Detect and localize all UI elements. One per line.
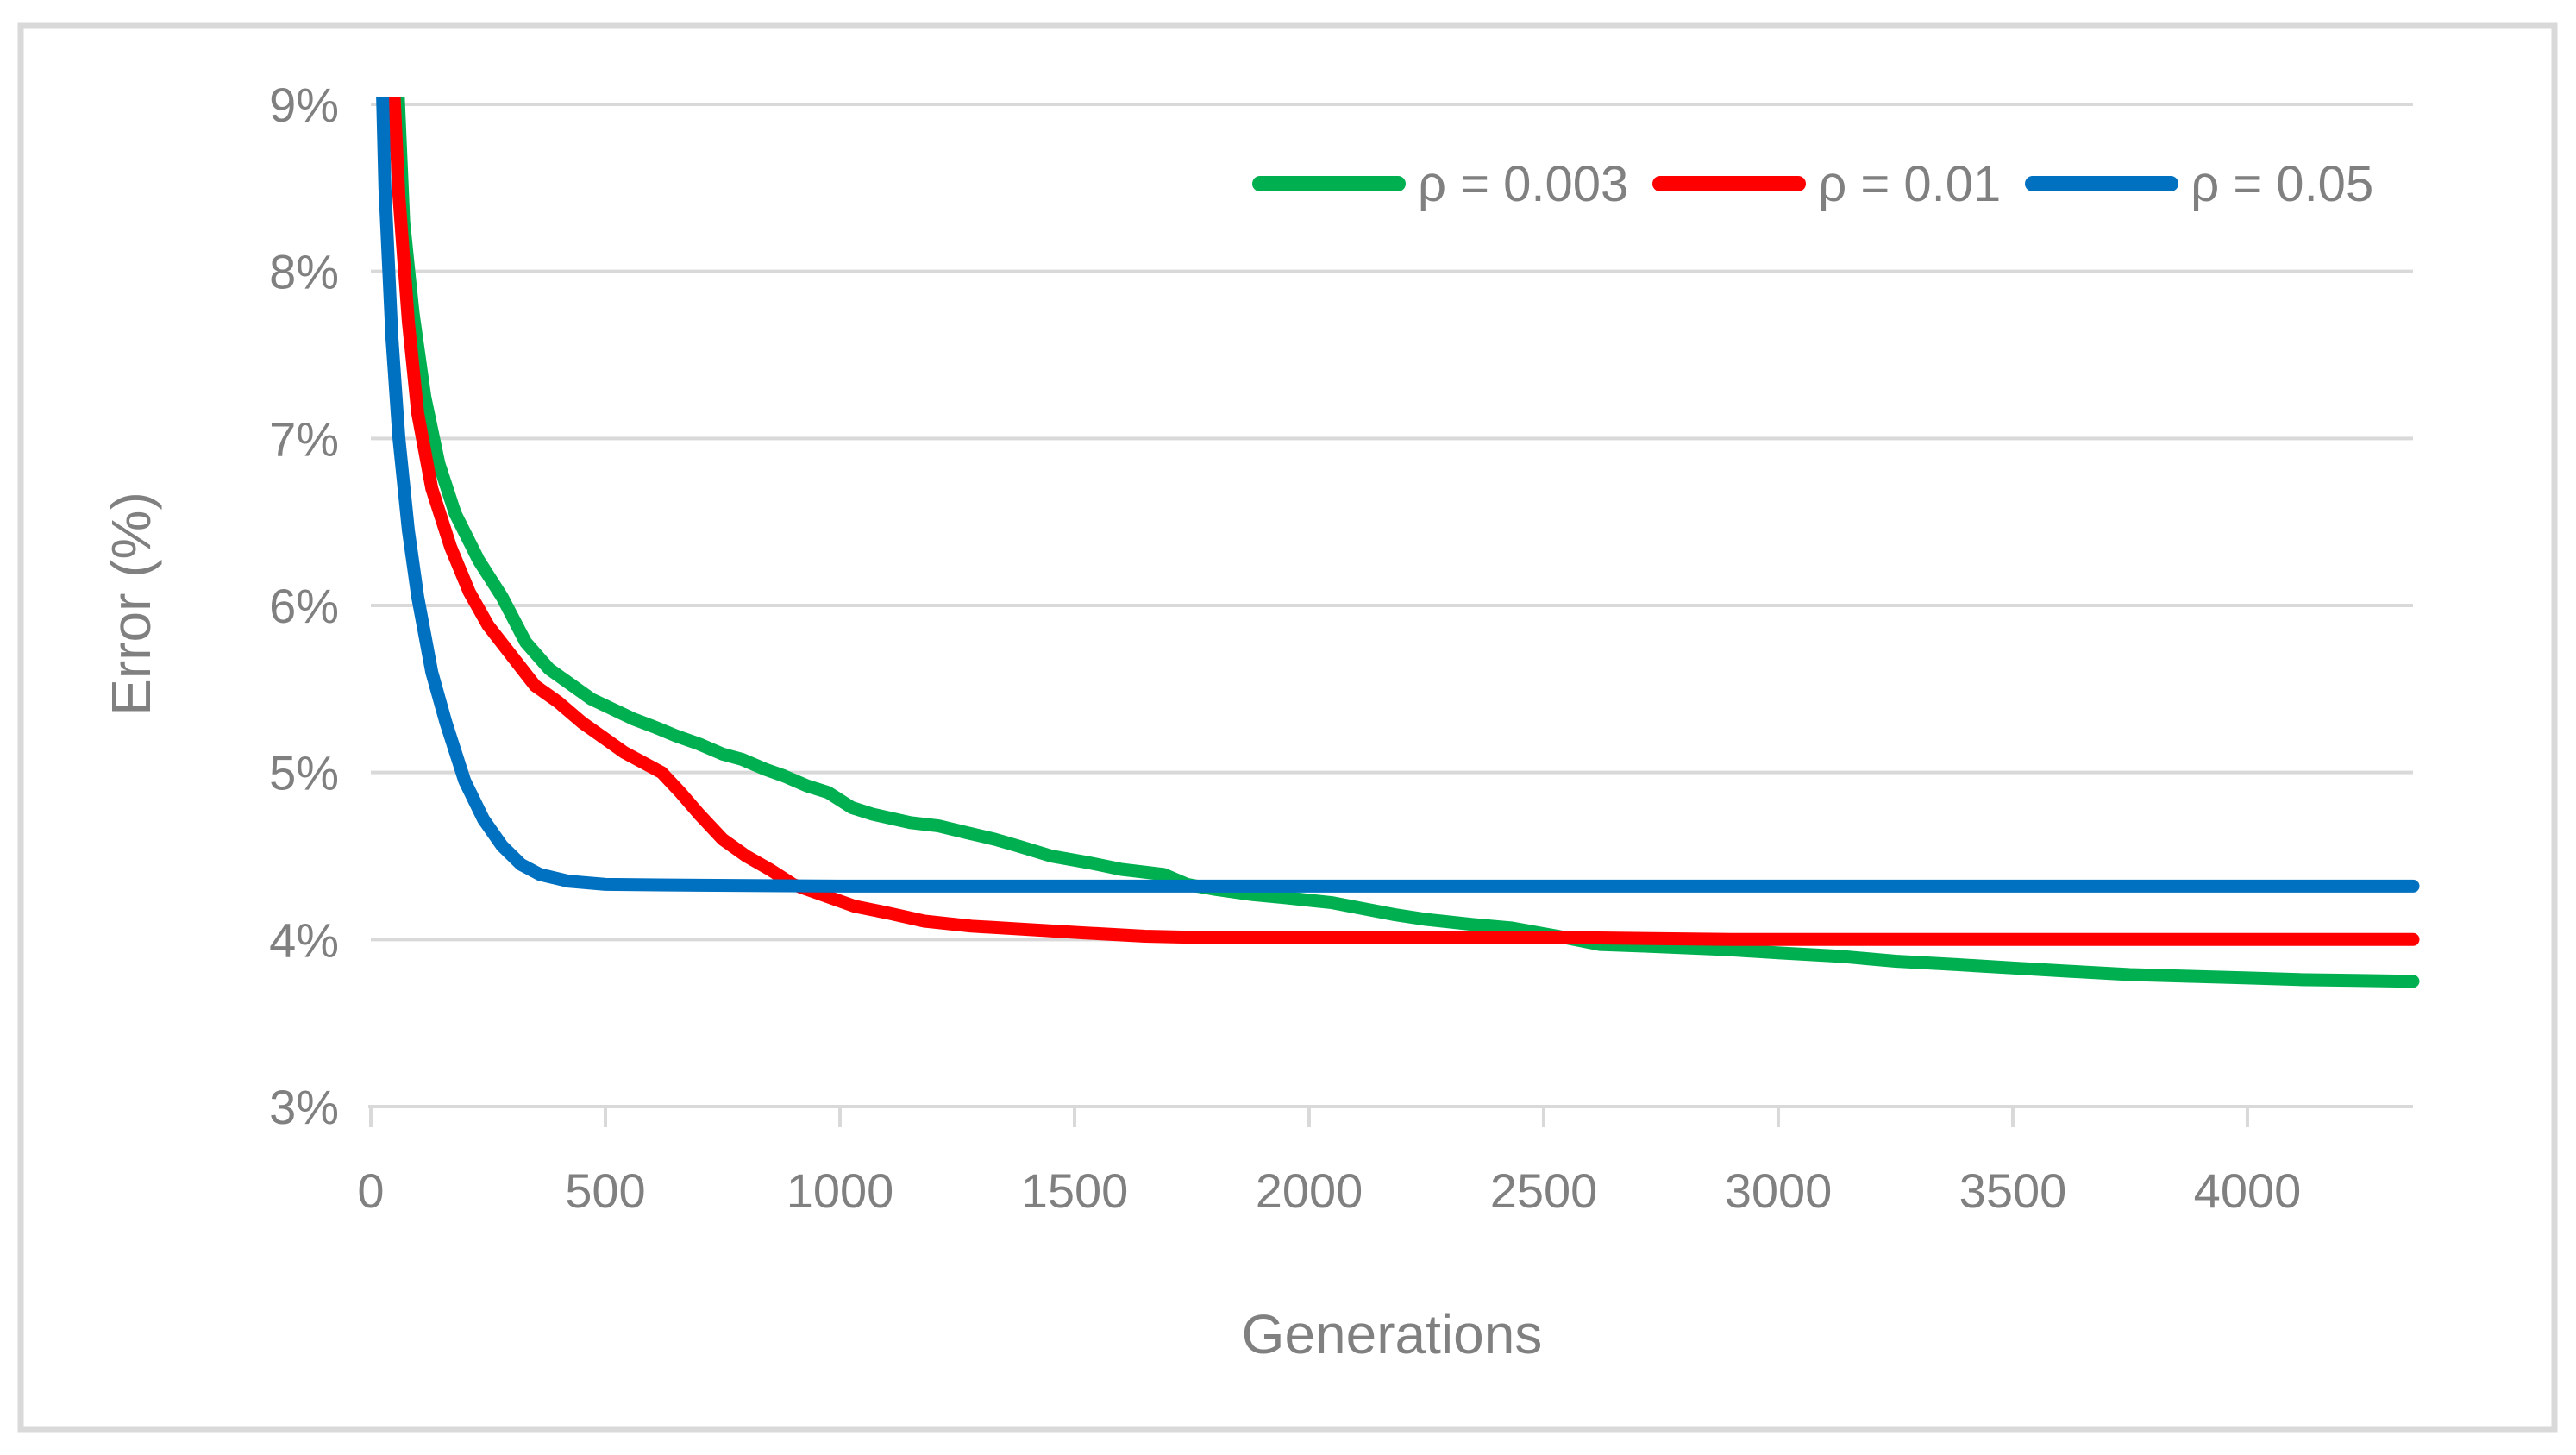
series-line [387,97,2420,946]
y-tick-labels: 3% 4% 5% 6% 7% 8% 9% [269,78,339,1134]
x-tick-label: 0 [357,1163,384,1218]
y-tick-label: 5% [269,746,339,800]
chart-border [17,22,2558,1433]
y-tick-label: 8% [269,245,339,299]
legend-item: ρ = 0.01 [1652,155,2001,213]
legend-marker-icon [1252,176,1406,191]
x-tick-label: 500 [565,1163,645,1218]
legend-marker-icon [1652,176,1807,191]
y-axis-title: Error (%) [100,492,162,716]
legend-item: ρ = 0.003 [1252,155,1628,213]
x-tick-label: 1500 [1021,1163,1129,1218]
y-tick-label: 3% [269,1080,339,1134]
x-tick-label: 3000 [1725,1163,1833,1218]
y-tick-label: 9% [269,78,339,132]
x-tick-label: 3500 [1959,1163,2067,1218]
series-line [376,97,2420,893]
legend: ρ = 0.003 ρ = 0.01 ρ = 0.05 [1252,155,2373,212]
x-tick-label: 4000 [2194,1163,2302,1218]
y-tick-label: 6% [269,579,339,633]
y-tick-label: 7% [269,411,339,466]
x-tick-label: 2000 [1256,1163,1363,1218]
x-tick-label: 1000 [787,1163,894,1218]
series-lines [376,97,2420,988]
legend-marker-icon [2025,176,2179,191]
legend-label: ρ = 0.05 [2191,155,2374,212]
x-axis-title: Generations [1241,1303,1543,1365]
legend-label: ρ = 0.01 [1818,155,2002,212]
legend-item: ρ = 0.05 [2025,155,2373,213]
x-tick-labels: 0 500 1000 1500 2000 2500 3000 3500 4000 [357,1163,2301,1218]
series-line [392,97,2420,988]
gridlines [371,103,2413,942]
legend-label: ρ = 0.003 [1418,155,1629,212]
x-axis [368,1105,2413,1127]
x-tick-label: 2500 [1490,1163,1598,1218]
y-tick-label: 4% [269,913,339,967]
